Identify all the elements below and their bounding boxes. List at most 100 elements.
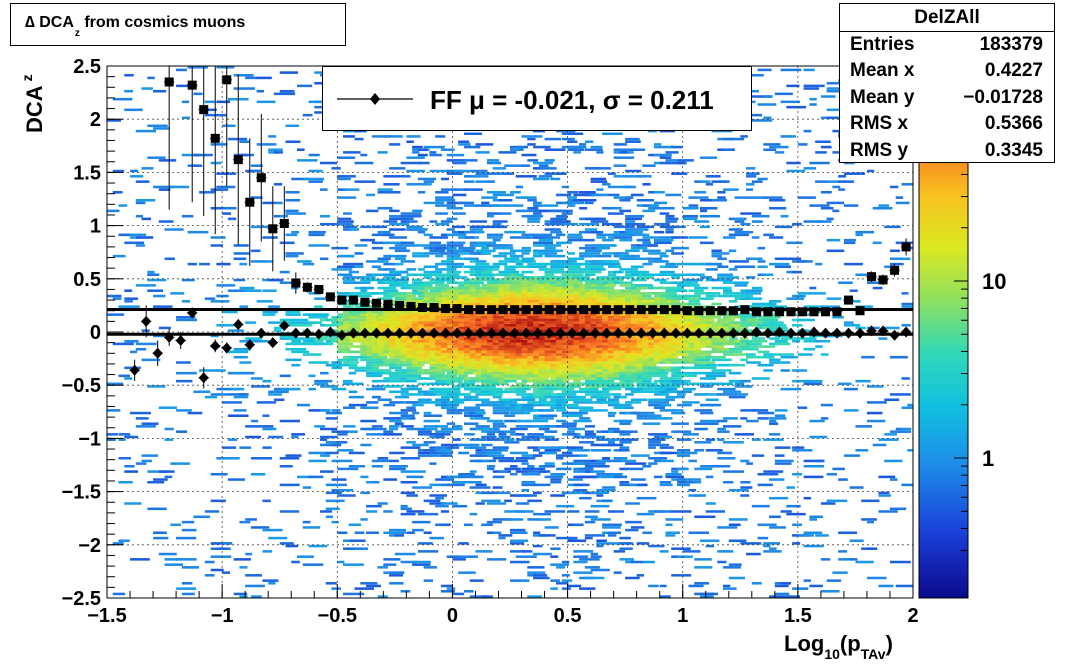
sigma-marker <box>579 305 589 315</box>
stats-row-entries: Entries 183379 <box>850 34 1043 55</box>
mean-marker <box>336 329 347 341</box>
sigma-marker <box>809 307 819 317</box>
mean-marker <box>198 372 209 384</box>
legend-marker <box>337 93 413 105</box>
sigma-marker <box>797 307 807 317</box>
mean-marker <box>808 326 819 338</box>
sigma-marker <box>613 305 623 315</box>
sigma-marker <box>441 304 451 314</box>
mean-marker <box>417 327 428 339</box>
sigma-marker <box>187 80 197 90</box>
sigma-marker <box>717 306 727 316</box>
sigma-marker <box>279 218 289 228</box>
mean-marker <box>843 327 854 339</box>
sigma-marker <box>844 295 854 305</box>
sigma-marker <box>648 305 658 315</box>
sigma-marker <box>751 307 761 317</box>
sigma-marker <box>705 306 715 316</box>
mean-marker <box>141 315 152 327</box>
sigma-marker <box>590 305 600 315</box>
sigma-marker <box>417 303 427 313</box>
sigma-marker <box>867 272 877 282</box>
x-tick-label: 1.5 <box>784 605 812 627</box>
legend-entry: FF μ = -0.021, σ = 0.211 <box>430 85 714 115</box>
sigma-marker <box>394 300 404 310</box>
sigma-marker <box>199 105 209 115</box>
y-tick-label: 0 <box>90 322 101 344</box>
mean-marker <box>785 327 796 339</box>
profile-markers <box>129 75 912 384</box>
mean-marker <box>601 327 612 339</box>
x-tick-label: −0.5 <box>318 605 357 627</box>
mean-marker <box>475 327 486 339</box>
sigma-marker <box>533 305 543 315</box>
mean-marker <box>693 327 704 339</box>
sigma-marker <box>728 306 738 316</box>
mean-marker <box>152 347 163 359</box>
sigma-marker <box>625 305 635 315</box>
sigma-marker <box>464 305 474 315</box>
sigma-marker <box>302 282 312 292</box>
stats-box: DelZAll Entries 183379 Mean x 0.4227 Mean … <box>839 3 1055 163</box>
stats-row-rms-x: RMS x 0.5366 <box>850 113 1043 135</box>
mean-marker <box>509 327 520 339</box>
mean-marker <box>452 327 463 339</box>
x-tick-label: 1 <box>677 605 688 627</box>
mean-marker <box>762 327 773 339</box>
y-tick-label: −1 <box>78 428 101 450</box>
mean-marker <box>705 327 716 339</box>
mean-marker <box>866 325 877 337</box>
sigma-marker <box>763 307 773 317</box>
histogram-title: ∆ DCAz from cosmics muons <box>25 14 246 39</box>
mean-marker <box>716 327 727 339</box>
sigma-marker <box>671 305 681 315</box>
mean-marker <box>889 329 900 341</box>
sigma-marker <box>210 133 220 143</box>
sigma-marker <box>487 305 497 315</box>
x-axis-title: Log10(pTAv) <box>784 631 893 662</box>
heatmap-cells <box>107 66 913 598</box>
mean-marker <box>233 319 244 331</box>
mean-marker <box>313 328 324 340</box>
mean-marker <box>382 327 393 339</box>
sigma-marker <box>602 305 612 315</box>
mean-marker <box>290 327 301 339</box>
sigma-marker <box>429 303 439 313</box>
stats-row-mean-x: Mean x 0.4227 <box>850 60 1043 82</box>
y-tick-label: −0.5 <box>62 375 101 397</box>
color-bar-ticks: 1 10 <box>954 173 1006 552</box>
histogram-title-box: ∆ DCAz from cosmics muons <box>10 3 346 46</box>
sigma-marker <box>256 173 266 183</box>
mean-marker <box>647 327 658 339</box>
sigma-marker <box>636 305 646 315</box>
x-tick-label: 0.5 <box>554 605 582 627</box>
sigma-marker <box>521 305 531 315</box>
y-tick-label: −2.5 <box>62 588 101 610</box>
mean-marker <box>544 327 555 339</box>
mean-marker <box>498 327 509 339</box>
mean-marker <box>221 342 232 354</box>
mean-marker <box>532 327 543 339</box>
mean-marker <box>256 327 267 339</box>
y-tick-label: 1.5 <box>73 162 101 184</box>
mean-marker <box>244 339 255 351</box>
stats-title: DelZAll <box>840 4 1054 32</box>
sigma-marker <box>659 305 669 315</box>
mean-marker <box>613 327 624 339</box>
axes: −1.5 −1 −0.5 0 0.5 1 1.5 2 −2.5 −2 −1.5 −1 −0.5 0 0.5 1… <box>62 56 919 627</box>
mean-marker <box>405 327 416 339</box>
mean-marker <box>279 320 290 332</box>
x-tick-label: 2 <box>907 605 918 627</box>
mean-marker <box>429 327 440 339</box>
sigma-marker <box>406 301 416 311</box>
mean-marker <box>521 327 532 339</box>
mean-marker <box>187 307 198 319</box>
sigma-marker <box>544 305 554 315</box>
mean-marker <box>832 327 843 339</box>
sigma-marker <box>786 307 796 317</box>
y-tick-label: 2.5 <box>73 56 101 78</box>
sigma-marker <box>268 224 278 234</box>
sigma-marker <box>510 305 520 315</box>
sigma-marker <box>556 305 566 315</box>
y-axis-title: DCAz <box>19 74 47 133</box>
